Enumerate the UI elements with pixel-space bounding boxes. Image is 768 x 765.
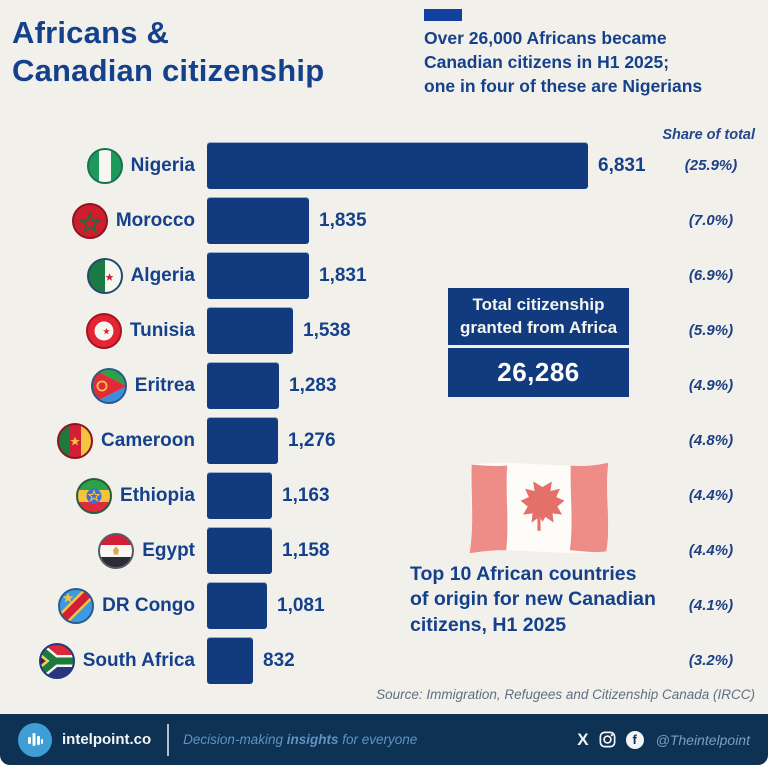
country-label-group: Eritrea xyxy=(12,367,195,404)
ethiopia-flag-icon xyxy=(76,477,113,514)
share-percent: (4.4%) xyxy=(688,487,734,504)
bar-tunisia xyxy=(207,307,293,354)
bar-value: 832 xyxy=(263,649,295,671)
tunisia-flag-icon xyxy=(85,312,122,349)
bar-eritrea xyxy=(207,362,279,409)
bar-nigeria xyxy=(207,142,588,189)
instagram-icon[interactable] xyxy=(598,730,617,749)
bar-value: 1,538 xyxy=(303,319,351,341)
country-label: Nigeria xyxy=(130,154,195,176)
table-row: South Africa 832 (3.2%) xyxy=(12,633,768,688)
table-row: Ethiopia 1,163 (4.4%) xyxy=(12,468,768,523)
share-percent: (4.8%) xyxy=(688,432,734,449)
table-row: Algeria 1,831 (6.9%) xyxy=(12,248,768,303)
table-row: Eritrea 1,283 (4.9%) xyxy=(12,358,768,413)
tagline-pre: Decision-making xyxy=(183,732,287,747)
page-title: Africans & Canadian citizenship xyxy=(12,15,325,88)
table-row: Egypt 1,158 (4.4%) xyxy=(12,523,768,578)
bar-ethiopia xyxy=(207,472,272,519)
table-row: Tunisia 1,538 (5.9%) xyxy=(12,303,768,358)
share-percent: (25.9%) xyxy=(684,157,738,174)
table-row: Morocco 1,835 (7.0%) xyxy=(12,193,768,248)
country-label-group: Cameroon xyxy=(12,422,195,459)
algeria-flag-icon xyxy=(86,257,123,294)
chart-caption: Top 10 African countries of origin for n… xyxy=(410,563,656,636)
bar-value: 1,081 xyxy=(277,594,325,616)
total-citizenship-value: 26,286 xyxy=(448,348,629,397)
table-row: Nigeria 6,831 (25.9%) xyxy=(12,138,768,193)
bar-drcongo xyxy=(207,582,267,629)
nigeria-flag-icon xyxy=(86,147,123,184)
share-percent: (4.4%) xyxy=(688,542,734,559)
country-label-group: Algeria xyxy=(12,257,195,294)
country-label: Tunisia xyxy=(129,319,195,341)
tagline-post: for everyone xyxy=(338,732,418,747)
morocco-flag-icon xyxy=(71,202,108,239)
country-label-group: Egypt xyxy=(12,532,195,569)
country-label-group: Morocco xyxy=(12,202,195,239)
total-citizenship-box-title: Total citizenship granted from Africa xyxy=(448,288,629,345)
facebook-icon[interactable]: f xyxy=(625,730,644,749)
bar-value: 1,163 xyxy=(282,484,330,506)
footer-divider xyxy=(167,723,170,756)
canada-flag-icon xyxy=(469,462,609,554)
southafrica-flag-icon xyxy=(38,642,75,679)
bar-cameroon xyxy=(207,417,278,464)
share-percent: (4.1%) xyxy=(688,597,734,614)
headline-stat: Over 26,000 Africans became Canadian cit… xyxy=(424,28,703,96)
x-twitter-icon[interactable]: X xyxy=(577,730,589,749)
footer-tagline: Decision-making insights for everyone xyxy=(183,732,417,747)
country-label-group: Nigeria xyxy=(12,147,195,184)
tagline-bold: insights xyxy=(286,732,339,747)
table-row: Cameroon 1,276 (4.8%) xyxy=(12,413,768,468)
bar-egypt xyxy=(207,527,272,574)
source-credit: Source: Immigration, Refugees and Citize… xyxy=(376,687,755,702)
bar-value: 1,831 xyxy=(319,264,367,286)
country-label: Cameroon xyxy=(101,429,195,451)
bar-value: 6,831 xyxy=(598,154,646,176)
share-percent: (7.0%) xyxy=(688,212,734,229)
eritrea-flag-icon xyxy=(90,367,127,404)
drcongo-flag-icon xyxy=(58,587,95,624)
share-percent: (5.9%) xyxy=(688,322,734,339)
brand-name[interactable]: intelpoint.co xyxy=(62,731,152,748)
bar-value: 1,276 xyxy=(288,429,336,451)
share-percent: (3.2%) xyxy=(688,652,734,669)
social-handle[interactable]: @Theintelpoint xyxy=(655,731,750,748)
bar-southafrica xyxy=(207,637,253,684)
country-label: Ethiopia xyxy=(120,484,195,506)
country-label: Algeria xyxy=(130,264,195,286)
table-row: DR Congo 1,081 (4.1%) xyxy=(12,578,768,633)
country-label: Eritrea xyxy=(134,374,195,396)
country-label: Egypt xyxy=(142,539,195,561)
footer-social: X f @Theintelpoint xyxy=(577,730,750,749)
country-label-group: Tunisia xyxy=(12,312,195,349)
egypt-flag-icon xyxy=(98,532,135,569)
bar-value: 1,158 xyxy=(282,539,330,561)
country-label: South Africa xyxy=(82,649,195,671)
footer-bar: intelpoint.co Decision-making insights f… xyxy=(0,714,768,765)
bar-algeria xyxy=(207,252,309,299)
intelpoint-logo-icon xyxy=(18,722,52,757)
bar-value: 1,835 xyxy=(319,209,367,231)
bar-chart: Nigeria 6,831 (25.9%) Morocco 1,835 (7.0%) Alg… xyxy=(12,138,768,688)
accent-bar xyxy=(424,9,462,21)
share-percent: (4.9%) xyxy=(688,377,734,394)
country-label: Morocco xyxy=(115,209,195,231)
bar-value: 1,283 xyxy=(289,374,337,396)
share-of-total-label: Share of total xyxy=(662,127,755,143)
country-label: DR Congo xyxy=(102,594,195,616)
country-label-group: South Africa xyxy=(12,642,195,679)
country-label-group: Ethiopia xyxy=(12,477,195,514)
share-percent: (6.9%) xyxy=(688,267,734,284)
cameroon-flag-icon xyxy=(57,422,94,459)
country-label-group: DR Congo xyxy=(12,587,195,624)
bar-morocco xyxy=(207,197,309,244)
